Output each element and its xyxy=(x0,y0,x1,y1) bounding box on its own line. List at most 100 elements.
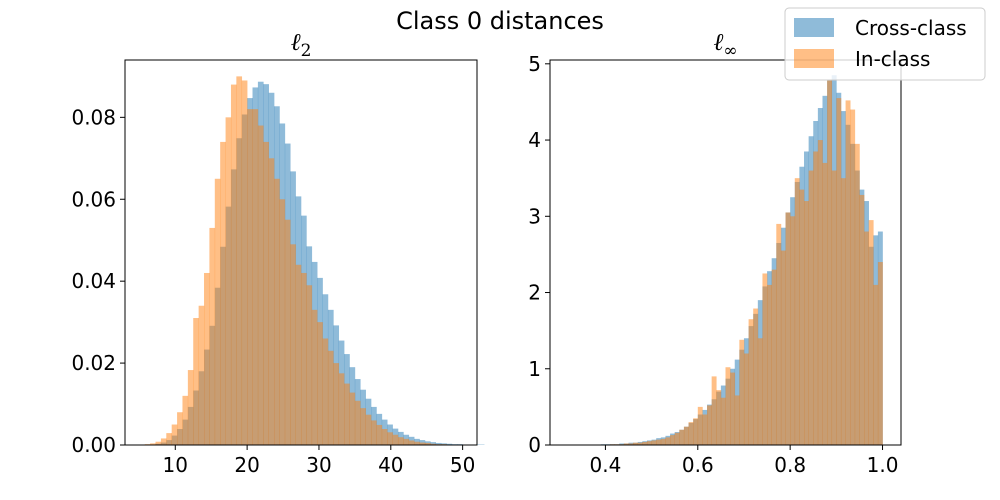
histogram-bar xyxy=(831,170,837,446)
y-tick-label: 4 xyxy=(528,128,541,152)
x-tick-label: 0.6 xyxy=(682,453,714,477)
histogram-bar xyxy=(166,433,172,445)
series-in-class xyxy=(610,80,883,446)
histogram-bar xyxy=(295,264,302,445)
x-tick-label: 0.4 xyxy=(590,453,622,477)
histogram-bar xyxy=(776,223,782,445)
histogram-bar xyxy=(840,178,846,446)
histogram-bar xyxy=(247,109,253,446)
legend-label: In-class xyxy=(855,47,930,71)
histogram-bar xyxy=(408,440,415,445)
histogram-bar xyxy=(392,434,399,445)
x-tick-label: 40 xyxy=(378,453,403,477)
histogram-bar xyxy=(748,319,754,445)
histogram-bar xyxy=(376,424,383,445)
histogram-bar xyxy=(322,338,329,445)
histogram-bar xyxy=(725,367,731,445)
histogram-bar xyxy=(822,162,828,446)
histogram-bar xyxy=(268,158,275,446)
histogram-bar xyxy=(387,432,393,445)
histogram-bar xyxy=(859,194,865,445)
histogram-bar xyxy=(360,408,366,445)
histogram-bar xyxy=(204,272,210,445)
subplot-1: 10 20 30 40 50 0.00 0.02 0.04 0.06 0.08 ℓ2 xyxy=(71,28,485,477)
histogram-bar xyxy=(338,373,345,445)
histogram-bar xyxy=(430,443,436,445)
y-tick-label: 1 xyxy=(528,357,541,381)
axes-frame xyxy=(124,59,478,446)
y-tick-label: 3 xyxy=(528,204,541,228)
histogram-bar xyxy=(656,439,662,445)
histogram-bar xyxy=(633,442,639,445)
axes-frame xyxy=(549,59,902,446)
histogram-bar xyxy=(365,414,372,445)
histogram-bar xyxy=(311,309,318,445)
histogram-bar xyxy=(646,441,652,445)
histogram-bar xyxy=(349,392,356,445)
histogram-bar xyxy=(873,284,879,445)
histogram-bar xyxy=(160,438,167,445)
histogram-bar xyxy=(660,438,666,445)
x-tick-label: 0.8 xyxy=(774,453,806,477)
histogram-bar xyxy=(785,212,791,445)
histogram-bar xyxy=(739,339,745,445)
histogram-bar xyxy=(252,109,259,446)
x-tick-label: 30 xyxy=(306,453,331,477)
histogram-bar xyxy=(702,414,708,445)
histogram-bar xyxy=(651,440,657,445)
histogram-bar xyxy=(864,231,869,445)
histogram-bar xyxy=(424,442,431,445)
x-tick-label: 50 xyxy=(450,453,475,477)
histogram-bar xyxy=(780,250,786,445)
y-tick-label: 0.00 xyxy=(71,433,116,457)
histogram-bar xyxy=(637,442,643,445)
histogram-bar xyxy=(220,141,226,445)
x-tick-label: 1.0 xyxy=(867,453,899,477)
histogram-bar xyxy=(187,370,194,445)
histogram-bar xyxy=(306,285,313,445)
histogram-bar xyxy=(730,372,736,445)
histogram-bar xyxy=(354,400,361,445)
histogram-bar xyxy=(317,322,323,445)
histogram-bar xyxy=(854,143,860,446)
y-tick-label: 0.08 xyxy=(71,105,116,129)
histogram-bar xyxy=(674,432,680,445)
histogram-bar xyxy=(804,201,809,445)
histogram-bar xyxy=(813,151,819,446)
histogram-bar xyxy=(817,140,823,446)
histogram-bar xyxy=(225,117,232,445)
histogram-bar xyxy=(670,435,675,445)
y-tick-label: 2 xyxy=(528,281,541,305)
histogram-bar xyxy=(762,273,768,445)
histogram-bar xyxy=(836,98,842,446)
histogram-bar xyxy=(665,437,671,445)
histogram-bar xyxy=(771,269,777,445)
histogram-bar xyxy=(403,438,410,445)
y-tick-label: 0.06 xyxy=(71,187,116,211)
histogram-bar xyxy=(397,437,404,445)
histogram-bar xyxy=(290,244,296,445)
histogram-bar xyxy=(419,442,426,445)
histogram-bar xyxy=(236,76,243,445)
histogram-bar xyxy=(209,227,216,445)
x-tick-label: 20 xyxy=(234,453,259,477)
histogram-bar xyxy=(150,443,156,445)
histogram-bar xyxy=(214,178,221,445)
histogram-bar xyxy=(279,199,286,445)
y-tick-label: 0 xyxy=(528,433,541,457)
histogram-bar xyxy=(790,216,796,445)
histogram-bar xyxy=(435,442,442,445)
series-in-class xyxy=(139,76,463,446)
legend-box xyxy=(784,7,986,81)
legend: Cross-class In-class xyxy=(784,7,986,81)
histogram-bar xyxy=(827,80,833,445)
subplot-title: ℓ2 xyxy=(291,28,312,61)
histogram-bar xyxy=(794,178,800,446)
histogram-bar xyxy=(171,424,178,445)
histogram-bar xyxy=(623,443,629,445)
histogram-bar xyxy=(693,418,699,445)
figure-title: Class 0 distances xyxy=(396,7,604,35)
histogram-bar xyxy=(230,84,237,445)
histogram-bar xyxy=(193,318,199,445)
